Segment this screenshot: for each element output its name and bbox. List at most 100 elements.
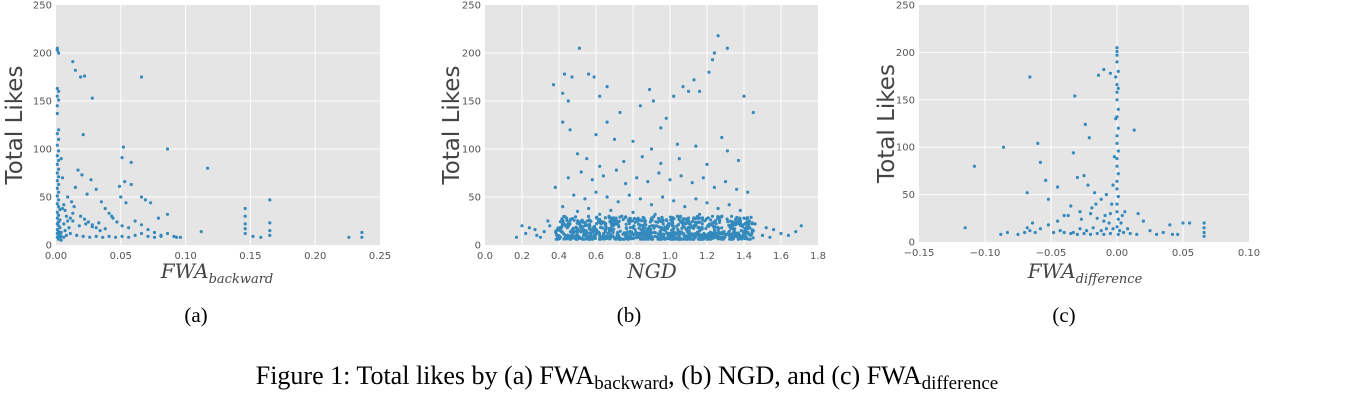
scatter-point <box>608 236 612 240</box>
scatter-point <box>1044 178 1048 182</box>
scatter-point <box>174 235 179 239</box>
x-tick-label: 1.6 <box>773 251 789 262</box>
scatter-point <box>704 226 708 231</box>
scatter-point <box>64 233 68 237</box>
plot-area-background <box>56 5 380 245</box>
scatter-point <box>635 176 639 180</box>
scatter-point <box>1148 229 1152 233</box>
scatter-point <box>1126 227 1130 231</box>
scatter-point <box>156 216 160 220</box>
scatter-point <box>149 201 153 205</box>
scatter-point <box>1073 94 1077 98</box>
scatter-point <box>1120 213 1124 218</box>
scatter-point <box>139 223 144 227</box>
scatter-point <box>1132 128 1136 132</box>
scatter-point <box>589 219 593 223</box>
scatter-point <box>1086 183 1090 187</box>
scatter-point <box>101 235 105 239</box>
scatter-point <box>658 218 662 222</box>
scatter-point <box>712 185 717 189</box>
scatter-point <box>1030 221 1035 225</box>
scatter-point <box>669 232 674 236</box>
scatter-point <box>55 194 59 198</box>
scatter-point <box>71 60 75 64</box>
scatter-point <box>691 232 695 236</box>
scatter-point <box>55 86 59 91</box>
scatter-point <box>579 170 583 174</box>
scatter-point <box>73 68 77 72</box>
scatter-point <box>734 217 738 221</box>
scatter-point <box>716 206 720 211</box>
scatter-point <box>1115 83 1119 87</box>
scatter-point <box>1046 223 1050 227</box>
scatter-point <box>747 222 751 226</box>
scatter-point <box>60 176 65 180</box>
scatter-point <box>1016 232 1020 236</box>
scatter-point <box>152 235 157 239</box>
scatter-point <box>731 220 735 224</box>
scatter-point <box>705 201 709 205</box>
scatter-point <box>717 215 721 219</box>
scatter-point <box>612 137 617 141</box>
scatter-point <box>700 222 704 226</box>
scatter-point <box>59 238 63 242</box>
scatter-point <box>90 225 94 229</box>
y-tick-label: 250 <box>33 1 52 12</box>
scatter-point <box>744 237 748 241</box>
scatter-point <box>62 203 66 207</box>
scatter-point <box>614 168 619 172</box>
scatter-point <box>670 224 674 228</box>
scatter-point <box>646 227 650 231</box>
scatter-point <box>1108 71 1112 75</box>
scatter-point <box>698 228 702 232</box>
scatter-point <box>1104 193 1108 197</box>
caption-middle: , (b) NGD, and (c) FWA <box>668 361 922 390</box>
scatter-point <box>1128 231 1132 236</box>
scatter-point <box>696 226 700 230</box>
scatter-point <box>608 228 613 232</box>
scatter-point <box>631 210 635 214</box>
scatter-point <box>680 226 684 230</box>
scatter-point <box>627 193 631 197</box>
scatter-point <box>119 195 123 199</box>
scatter-point <box>654 220 658 224</box>
scatter-point <box>1155 232 1159 236</box>
scatter-point <box>659 226 663 230</box>
scatter-point <box>520 224 524 228</box>
scatter-point <box>716 236 720 241</box>
scatter-point <box>659 161 663 165</box>
scatter-point <box>678 230 682 235</box>
scatter-point <box>572 193 576 197</box>
scatter-point <box>59 157 63 161</box>
scatter-point <box>1181 221 1185 225</box>
scatter-point <box>742 216 746 220</box>
scatter-point <box>1082 174 1086 178</box>
scatter-point <box>677 234 681 239</box>
scatter-point <box>586 214 591 218</box>
scatter-point <box>57 205 61 209</box>
scatter-point <box>622 231 626 235</box>
scatter-point <box>794 230 798 234</box>
scatter-point <box>692 78 696 82</box>
scatter-point <box>598 220 602 225</box>
scatter-point <box>715 233 719 238</box>
scatter-point <box>711 221 715 225</box>
scatter-point <box>620 214 624 218</box>
scatter-point <box>592 234 596 238</box>
scatter-point <box>139 231 144 236</box>
scatter-point <box>684 222 688 226</box>
scatter-point <box>574 237 578 241</box>
scatter-point <box>1114 75 1118 79</box>
scatter-point <box>638 197 643 201</box>
scatter-point <box>575 152 580 156</box>
scatter-point <box>669 234 673 239</box>
scatter-point <box>605 85 609 89</box>
scatter-point <box>1115 210 1119 214</box>
scatter-point <box>63 229 67 233</box>
scatter-point <box>70 200 74 204</box>
scatter-point <box>681 220 686 225</box>
scatter-point <box>616 200 620 204</box>
scatter-point <box>630 219 635 223</box>
scatter-point <box>133 219 137 223</box>
scatter-point <box>206 166 210 170</box>
